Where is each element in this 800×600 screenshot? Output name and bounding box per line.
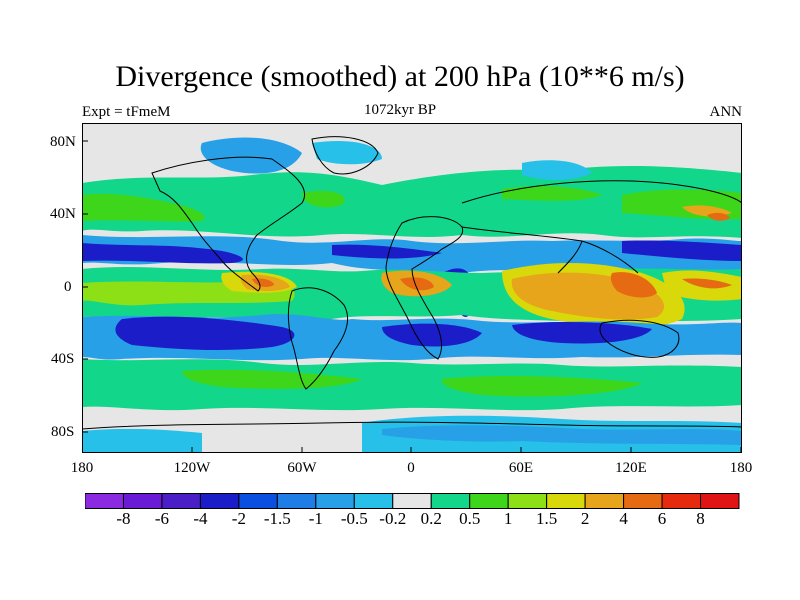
- colorbar-swatch: [469, 493, 509, 509]
- colorbar-swatch: [199, 493, 240, 509]
- colorbar-swatch: [276, 493, 317, 509]
- x-tick-label: 60W: [287, 460, 317, 476]
- colorbar-label: -8: [116, 509, 131, 528]
- colorbar-swatch: [661, 493, 702, 509]
- x-tick-label: 180: [70, 460, 94, 476]
- colorbar-swatch: [623, 493, 663, 509]
- colorbar-swatch: [546, 493, 586, 509]
- contour-pos6: [252, 278, 274, 287]
- coastline-europe-africa: [385, 216, 464, 360]
- contour-neg4: [115, 316, 295, 351]
- contour-neg1: [82, 428, 202, 453]
- colorbar-label: -0.2: [379, 509, 407, 528]
- colorbar-label: -1: [308, 509, 323, 528]
- colorbar-label: 6: [657, 509, 667, 528]
- colorbar-label: 1.5: [536, 509, 558, 528]
- coastline-antarctica: [82, 421, 742, 430]
- experiment-label: Expt = tFmeM: [82, 104, 171, 120]
- coastline-north-america: [151, 156, 306, 292]
- contour-pos2: [502, 186, 602, 201]
- colorbar-label: 0.2: [420, 509, 442, 528]
- x-tick-label: 0: [407, 460, 415, 476]
- season-label: ANN: [709, 104, 743, 120]
- x-tick-label: 180: [729, 460, 753, 476]
- colorbar-label: 8: [696, 509, 705, 528]
- coastline-south-america: [287, 287, 349, 390]
- coastline-eurasia: [461, 180, 742, 274]
- contour-pos2: [82, 193, 205, 222]
- map-frame: [82, 123, 742, 453]
- colorbar-swatch: [85, 493, 124, 509]
- y-tick-label: 0: [64, 279, 72, 295]
- contour-neg4: [622, 240, 742, 261]
- contour-pos1: [82, 359, 742, 411]
- x-tick-label: 120W: [173, 460, 211, 476]
- y-tick-label: 80N: [50, 134, 76, 150]
- colorbar-label: 4: [619, 509, 628, 528]
- colorbar-swatch: [161, 493, 201, 509]
- x-tick-label: 120E: [615, 460, 647, 476]
- contour-pos6: [682, 278, 732, 289]
- colorbar-label: -0.5: [340, 509, 368, 528]
- y-tick-label: 40S: [51, 351, 75, 367]
- colorbar-swatch: [584, 493, 625, 509]
- colorbar-label: -6: [154, 509, 170, 528]
- colorbar-swatch: [238, 493, 278, 509]
- colorbar-label: -4: [193, 509, 208, 528]
- colorbar-swatch: [392, 493, 432, 509]
- x-tick-label: 60E: [508, 460, 534, 476]
- contour-pos2: [182, 369, 362, 389]
- contour-pos6: [610, 272, 657, 298]
- contour-pos1: [82, 166, 742, 238]
- contour-neg1: [312, 140, 382, 165]
- coastline-australia: [599, 319, 680, 358]
- contour-neg4: [382, 323, 482, 347]
- colorbar-label: 2: [580, 509, 590, 528]
- colorbar-swatch: [315, 493, 355, 509]
- y-tick-label: 80S: [51, 424, 75, 440]
- colorbar-swatch: [353, 493, 394, 509]
- colorbar-swatch: [430, 493, 471, 509]
- contour-neg4: [512, 322, 652, 344]
- contour-neg1: [522, 160, 592, 180]
- y-tick-label: 40N: [50, 206, 76, 222]
- contour-pos2: [302, 190, 345, 208]
- divergence-map: [82, 123, 742, 453]
- colorbar-label: -1.5: [263, 509, 291, 528]
- colorbar-label: 1: [503, 509, 513, 528]
- contour-pos6: [400, 277, 434, 291]
- plot-title: Divergence (smoothed) at 200 hPa (10**6 …: [115, 60, 685, 93]
- contour-pos6: [707, 212, 730, 221]
- contour-neg4: [332, 244, 442, 259]
- contour-neg4: [82, 243, 243, 264]
- contour-pos2: [441, 376, 642, 397]
- contour-neg2: [382, 425, 742, 445]
- colorbar: [85, 493, 740, 509]
- colorbar-swatch: [700, 493, 740, 509]
- time-label: 1072kyr BP: [363, 102, 437, 118]
- contour-neg2: [200, 137, 302, 174]
- colorbar-swatch: [507, 493, 548, 509]
- colorbar-label: 0.5: [459, 509, 481, 528]
- colorbar-label: -2: [231, 509, 246, 528]
- colorbar-swatch: [122, 493, 163, 509]
- coastline-greenland: [311, 136, 379, 175]
